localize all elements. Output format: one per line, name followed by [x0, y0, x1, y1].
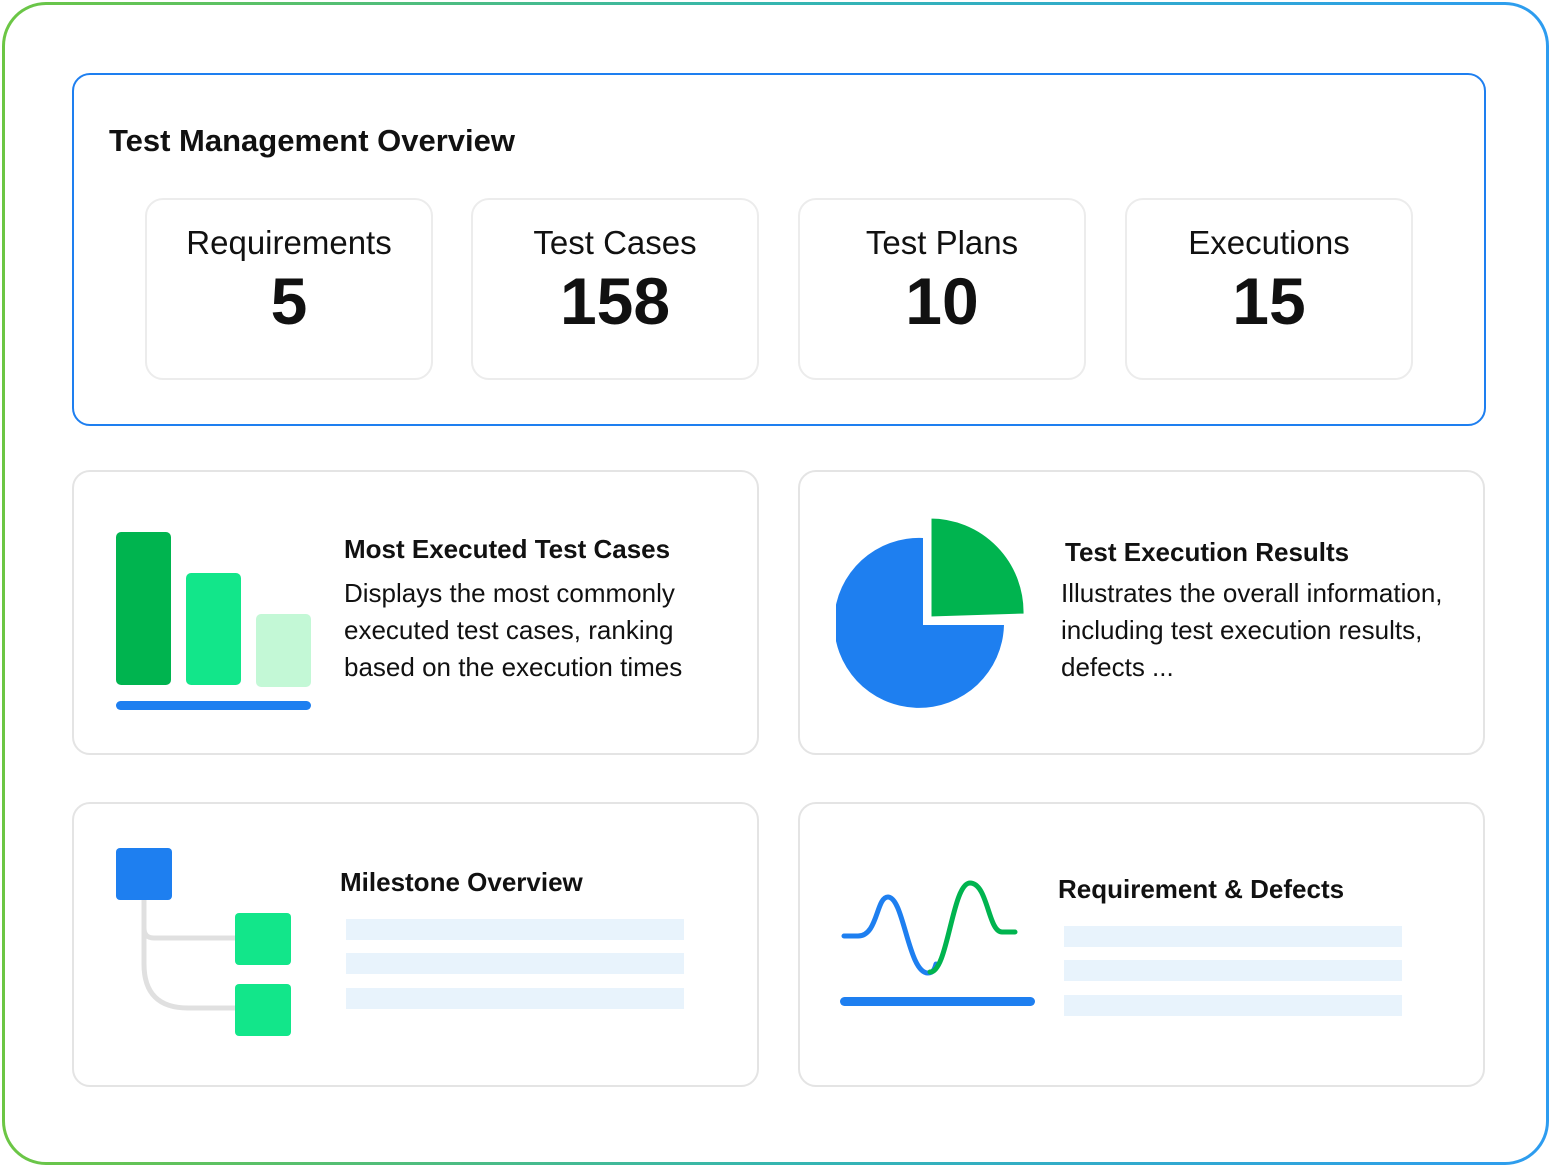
stat-value: 5 [270, 264, 308, 338]
bar-chart-icon [116, 532, 311, 710]
placeholder-line [1064, 960, 1402, 981]
card-milestone-overview[interactable]: Milestone Overview [72, 802, 759, 1087]
placeholder-line [346, 953, 684, 974]
stat-label: Executions [1188, 224, 1350, 261]
stat-value: 10 [905, 264, 979, 338]
stat-card-executions[interactable]: Executions 15 [1125, 198, 1413, 380]
placeholder-line [1064, 995, 1402, 1016]
card-most-executed-test-cases[interactable]: Most Executed Test Cases Displays the mo… [72, 470, 759, 755]
test-management-overview-panel: Test Management Overview Requirements 5 … [72, 73, 1486, 426]
placeholder-line [346, 919, 684, 940]
card-title: Milestone Overview [340, 867, 583, 897]
card-requirement-defects[interactable]: Requirement & Defects [798, 802, 1485, 1087]
stat-label: Requirements [186, 224, 392, 261]
stat-card-test-plans[interactable]: Test Plans 10 [798, 198, 1086, 380]
dashboard-surface: Test Management Overview Requirements 5 … [5, 5, 1546, 1162]
card-test-execution-results[interactable]: Test Execution Results Illustrates the o… [798, 470, 1485, 755]
stat-value: 15 [1232, 264, 1306, 338]
tree-icon [116, 848, 291, 1036]
stat-card-requirements[interactable]: Requirements 5 [145, 198, 433, 380]
stat-card-test-cases[interactable]: Test Cases 158 [471, 198, 759, 380]
pie-chart-icon [836, 516, 1027, 708]
card-title: Test Execution Results [1065, 537, 1350, 567]
overview-title: Test Management Overview [109, 123, 516, 158]
stat-label: Test Plans [865, 224, 1019, 261]
placeholder-line [1064, 926, 1402, 947]
card-description: Illustrates the overall information, inc… [1061, 578, 1443, 682]
placeholder-line [346, 988, 684, 1009]
stat-label: Test Cases [533, 224, 697, 261]
wave-chart-icon [840, 880, 1035, 1006]
card-title: Most Executed Test Cases [344, 534, 671, 564]
card-title: Requirement & Defects [1058, 874, 1345, 904]
stat-value: 158 [559, 264, 671, 338]
card-description: Displays the most commonly executed test… [344, 578, 683, 682]
